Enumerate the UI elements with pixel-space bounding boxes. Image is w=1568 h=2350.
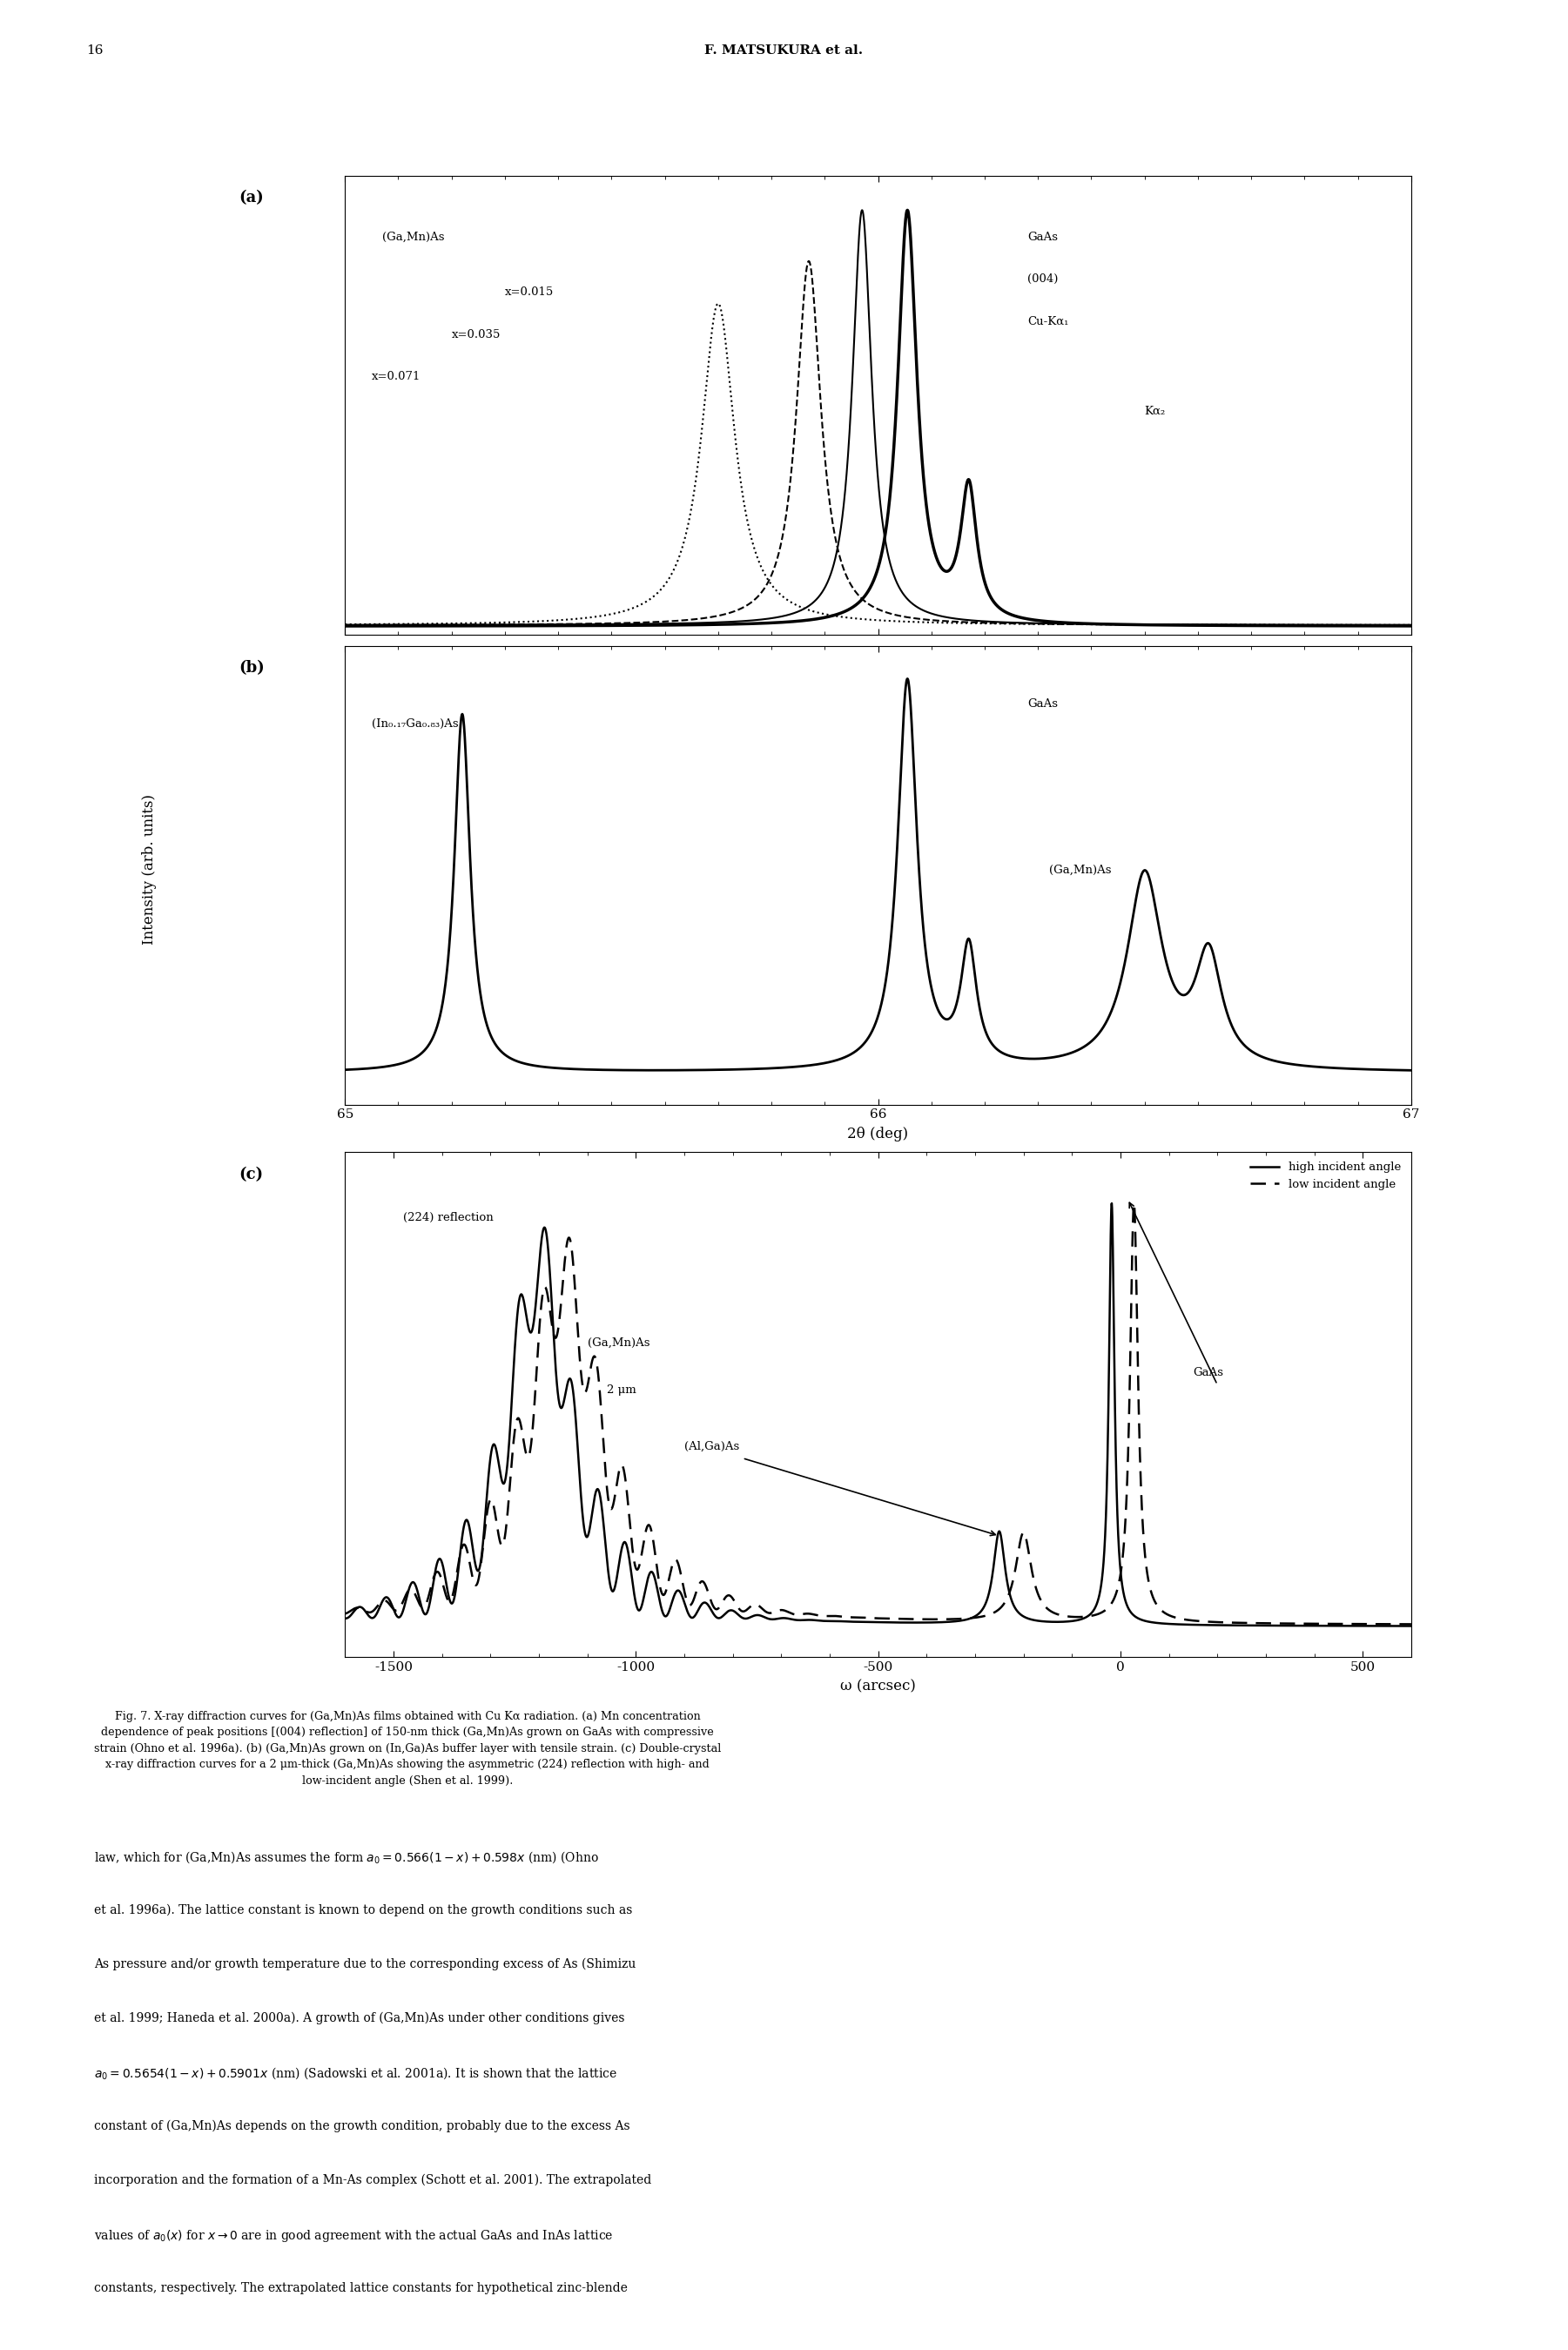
Text: law, which for (Ga,Mn)As assumes the form $a_0 = 0.566(1 - x) + 0.598x$ (nm) (Oh: law, which for (Ga,Mn)As assumes the for…	[94, 1849, 599, 1866]
Text: constants, respectively. The extrapolated lattice constants for hypothetical zin: constants, respectively. The extrapolate…	[94, 2282, 627, 2294]
Legend: high incident angle, low incident angle: high incident angle, low incident angle	[1247, 1156, 1405, 1194]
Text: $a_0 = 0.5654(1 - x) + 0.5901x$ (nm) (Sadowski et al. 2001a). It is shown that t: $a_0 = 0.5654(1 - x) + 0.5901x$ (nm) (Sa…	[94, 2066, 618, 2082]
Text: et al. 1999; Haneda et al. 2000a). A growth of (Ga,Mn)As under other conditions : et al. 1999; Haneda et al. 2000a). A gro…	[94, 2012, 624, 2023]
Text: (004): (004)	[1027, 273, 1058, 284]
Text: (b): (b)	[238, 660, 265, 677]
Text: values of $a_0(x)$ for $x \rightarrow 0$ are in good agreement with the actual G: values of $a_0(x)$ for $x \rightarrow 0$…	[94, 2228, 613, 2244]
Text: (Al,Ga)As: (Al,Ga)As	[684, 1441, 739, 1452]
Text: Kα₂: Kα₂	[1145, 404, 1165, 416]
Text: (a): (a)	[238, 190, 263, 207]
Text: GaAs: GaAs	[1193, 1368, 1223, 1379]
Text: GaAs: GaAs	[1027, 230, 1058, 242]
Text: constant of (Ga,Mn)As depends on the growth condition, probably due to the exces: constant of (Ga,Mn)As depends on the gro…	[94, 2120, 630, 2131]
Text: x=0.015: x=0.015	[505, 287, 554, 298]
Text: (Ga,Mn)As: (Ga,Mn)As	[383, 230, 445, 242]
Text: 16: 16	[86, 45, 103, 56]
X-axis label: ω (arcsec): ω (arcsec)	[840, 1680, 916, 1694]
Text: (Ga,Mn)As: (Ga,Mn)As	[1049, 865, 1112, 877]
Text: (Ga,Mn)As: (Ga,Mn)As	[588, 1337, 649, 1349]
Text: (224) reflection: (224) reflection	[403, 1213, 494, 1224]
Text: Fig. 7. X-ray diffraction curves for (Ga,Mn)As films obtained with Cu Kα radiati: Fig. 7. X-ray diffraction curves for (Ga…	[94, 1711, 721, 1786]
Text: F. MATSUKURA et al.: F. MATSUKURA et al.	[704, 45, 864, 56]
Text: incorporation and the formation of a Mn-As complex (Schott et al. 2001). The ext: incorporation and the formation of a Mn-…	[94, 2174, 651, 2186]
Text: et al. 1996a). The lattice constant is known to depend on the growth conditions : et al. 1996a). The lattice constant is k…	[94, 1904, 632, 1915]
X-axis label: 2θ (deg): 2θ (deg)	[848, 1128, 908, 1142]
Text: Cu-Kα₁: Cu-Kα₁	[1027, 315, 1069, 327]
Text: Intensity (arb. units): Intensity (arb. units)	[141, 794, 157, 945]
Text: x=0.035: x=0.035	[452, 329, 500, 341]
Text: (In₀.₁₇Ga₀.₈₃)As: (In₀.₁₇Ga₀.₈₃)As	[372, 719, 458, 731]
Text: x=0.071: x=0.071	[372, 371, 420, 383]
Text: As pressure and/or growth temperature due to the corresponding excess of As (Shi: As pressure and/or growth temperature du…	[94, 1958, 637, 1969]
Text: (c): (c)	[238, 1166, 263, 1182]
Text: 2 μm: 2 μm	[607, 1384, 637, 1396]
Text: GaAs: GaAs	[1027, 698, 1058, 710]
